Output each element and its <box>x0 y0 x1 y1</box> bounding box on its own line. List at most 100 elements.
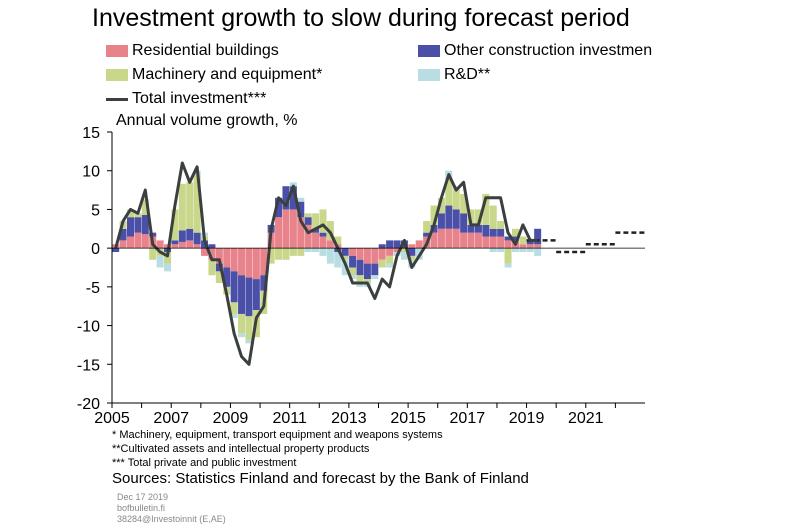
bar-segment <box>215 263 223 272</box>
legend-label-other-construction: Other construction investmen <box>444 42 653 59</box>
meta-date: Dec 17 2019 <box>117 492 169 502</box>
bar-segment <box>119 228 127 241</box>
bar-segment <box>371 275 379 280</box>
bar-segment <box>363 263 371 280</box>
bar-segment <box>260 248 268 276</box>
bar-segment <box>171 209 179 241</box>
bar-segment <box>319 248 327 256</box>
bar-segment <box>326 248 334 264</box>
bar-segment <box>312 213 320 229</box>
bar-segment <box>452 190 460 210</box>
legend-swatch-other-construction <box>418 45 440 57</box>
bar-segment <box>164 252 172 264</box>
bar-segment <box>408 244 416 249</box>
bar-segment <box>208 244 216 249</box>
bar-segment <box>504 263 512 268</box>
x-tick-label: 2013 <box>331 410 367 427</box>
bar-segment <box>319 209 327 233</box>
bar-segment <box>319 236 327 249</box>
bar-segment <box>526 240 534 245</box>
bar-segment <box>289 182 297 187</box>
y-tick-label: -10 <box>77 319 100 336</box>
legend-label-machinery: Machinery and equipment* <box>132 66 323 83</box>
footnote-total: *** Total private and public investment <box>112 457 297 469</box>
bar-segment <box>356 282 364 287</box>
bar-segment <box>304 217 312 225</box>
bar-segment <box>526 244 534 249</box>
bar-segment <box>341 248 349 256</box>
bar-segment <box>437 228 445 249</box>
bar-segment <box>141 214 149 235</box>
legend-swatch-machinery <box>106 69 128 81</box>
bar-segment <box>304 213 312 218</box>
bar-segment <box>275 197 283 218</box>
legend-label-residential: Residential buildings <box>132 42 279 59</box>
bar-segment <box>349 248 357 256</box>
bar-segment <box>223 248 231 268</box>
legend-label-rnd: R&D** <box>444 66 491 83</box>
bar-segment <box>386 263 394 268</box>
bar-segment <box>363 279 371 283</box>
bar-segment <box>193 244 201 249</box>
total-line-layer <box>114 161 538 366</box>
bar-segment <box>230 313 238 318</box>
bar-segment <box>497 228 505 237</box>
bar-segment <box>186 228 194 241</box>
bar-segment <box>252 279 260 311</box>
bar-segment <box>193 232 201 245</box>
bar-segment <box>534 248 542 256</box>
footnote-machinery: * Machinery, equipment, transport equipm… <box>112 429 443 441</box>
bar-segment <box>134 217 142 233</box>
bar-segment <box>460 193 468 214</box>
bar-segment <box>127 209 135 218</box>
bar-segment <box>349 267 357 276</box>
chart-title: Investment growth to slow during forecas… <box>92 4 630 32</box>
bar-segment <box>215 271 223 283</box>
bar-segment <box>127 217 135 237</box>
bar-segment <box>282 209 290 249</box>
bar-segment <box>289 209 297 249</box>
bar-segment <box>215 248 223 264</box>
bar-segment <box>245 316 253 340</box>
bar-segment <box>371 263 379 276</box>
bar-segment <box>393 240 401 249</box>
bar-segment <box>275 248 283 260</box>
sources-text: Sources: Statistics Finland and forecast… <box>112 470 529 487</box>
bar-segment <box>497 221 505 229</box>
legend-swatch-rnd <box>418 69 440 81</box>
bar-segment <box>408 248 416 256</box>
bar-segment <box>378 248 386 260</box>
bar-segment <box>349 255 357 268</box>
bar-segment <box>312 232 320 249</box>
meta-site: bofbulletin.fi <box>117 503 166 513</box>
bar-segment <box>437 197 445 214</box>
x-tick-label: 2015 <box>390 410 426 427</box>
bar-segment <box>423 221 431 233</box>
bar-segment <box>297 197 305 202</box>
x-tick-label: 2017 <box>450 410 486 427</box>
bar-segment <box>430 232 438 249</box>
bar-segment <box>460 213 468 233</box>
bar-segment <box>467 232 475 249</box>
bar-segment <box>497 236 505 249</box>
bar-segment <box>349 275 357 280</box>
bar-segment <box>482 224 490 237</box>
bar-segment <box>312 248 320 253</box>
bar-segment <box>467 224 475 233</box>
bar-segment <box>474 209 482 225</box>
bar-segment <box>119 240 127 249</box>
bar-segment <box>341 255 349 260</box>
bar-segment <box>289 186 297 210</box>
bar-segment <box>326 240 334 249</box>
x-tick-label: 2021 <box>568 410 604 427</box>
bar-segment <box>275 217 283 249</box>
x-tick-label: 2005 <box>94 410 130 427</box>
bar-segment <box>408 255 416 260</box>
bar-segment <box>430 205 438 225</box>
bar-segment <box>304 224 312 249</box>
legend-machinery: Machinery and equipment* <box>106 65 322 85</box>
bar-segment <box>378 244 386 249</box>
x-tick-label: 2011 <box>272 410 307 427</box>
bar-segment <box>141 234 149 249</box>
